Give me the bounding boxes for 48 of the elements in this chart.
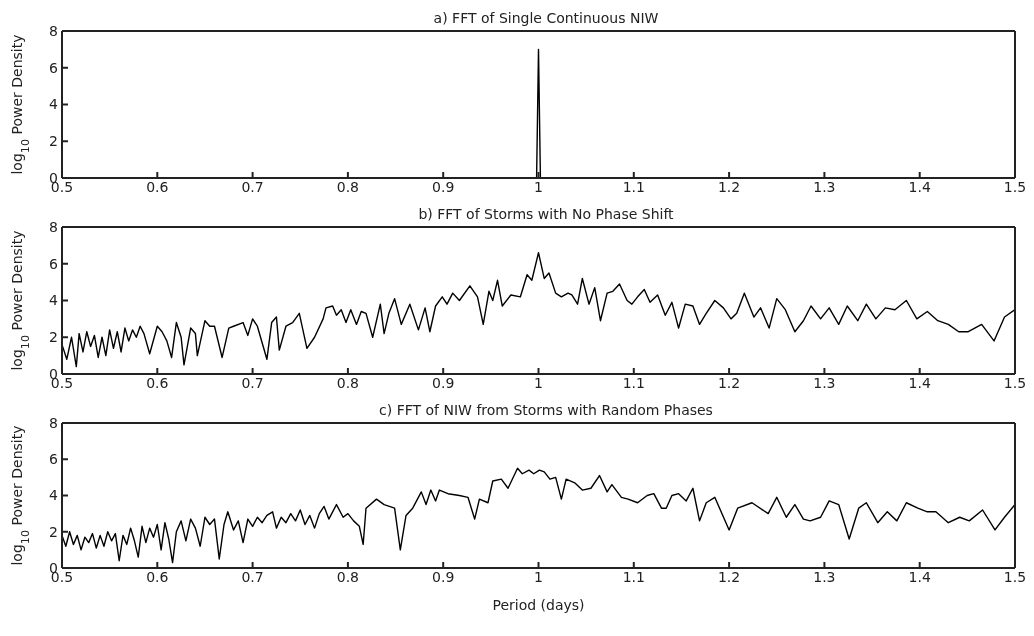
x-tick-label: 1.3 [813, 568, 836, 585]
x-tick-label: 1 [534, 374, 543, 391]
x-tick-label: 0.8 [336, 374, 360, 391]
x-tick-label: 1.2 [717, 374, 741, 391]
x-tick-label: 0.7 [241, 178, 264, 195]
x-tick-label: 0.9 [432, 568, 455, 585]
x-axis-title: Period (days) [492, 596, 585, 613]
y-tick-label: 2 [49, 523, 58, 540]
y-tick-label: 8 [49, 218, 58, 235]
x-tick-label: 1.1 [622, 568, 645, 585]
y-tick-label: 2 [49, 133, 58, 150]
x-tick-label: 1.1 [622, 178, 645, 195]
x-tick-label: 0.7 [241, 374, 264, 391]
y-tick-label: 4 [49, 96, 59, 113]
x-tick-label: 0.6 [146, 178, 169, 195]
y-tick-label: 8 [49, 22, 58, 39]
line-series [62, 467, 1015, 564]
x-tick-label: 0.9 [432, 178, 455, 195]
x-tick-label: 1.4 [908, 178, 931, 195]
x-tick-label: 1.2 [717, 178, 741, 195]
chart-title: a) FFT of Single Continuous NIW [433, 10, 659, 26]
x-tick-label: 0.7 [241, 568, 264, 585]
x-tick-label: 1.2 [717, 568, 741, 585]
x-tick-label: 0.8 [336, 178, 360, 195]
y-tick-label: 8 [49, 414, 58, 431]
line-series [62, 252, 1015, 368]
x-tick-label: 1 [534, 568, 543, 585]
chart-title: c) FFT of NIW from Storms with Random Phases [379, 402, 713, 418]
y-tick-label: 4 [49, 292, 59, 309]
x-tick-label: 1 [534, 178, 543, 195]
x-tick-label: 1.5 [1003, 374, 1027, 391]
x-tick-label: 1.4 [908, 568, 931, 585]
x-tick-label: 1.5 [1003, 568, 1027, 585]
y-tick-label: 6 [49, 255, 59, 272]
x-tick-label: 0.8 [336, 568, 360, 585]
x-tick-label: 1.3 [813, 374, 836, 391]
y-tick-label: 6 [49, 59, 59, 76]
chart-title: b) FFT of Storms with No Phase Shift [418, 206, 675, 222]
y-tick-label: 4 [49, 487, 59, 504]
x-tick-label: 1.5 [1003, 178, 1027, 195]
x-tick-label: 0.6 [146, 374, 169, 391]
x-tick-label: 1.3 [813, 178, 836, 195]
x-tick-label: 0.6 [146, 568, 169, 585]
x-tick-label: 1.1 [622, 374, 645, 391]
y-tick-label: 2 [49, 329, 58, 346]
x-tick-label: 0.9 [432, 374, 455, 391]
y-tick-label: 6 [49, 451, 59, 468]
x-tick-label: 1.4 [908, 374, 931, 391]
